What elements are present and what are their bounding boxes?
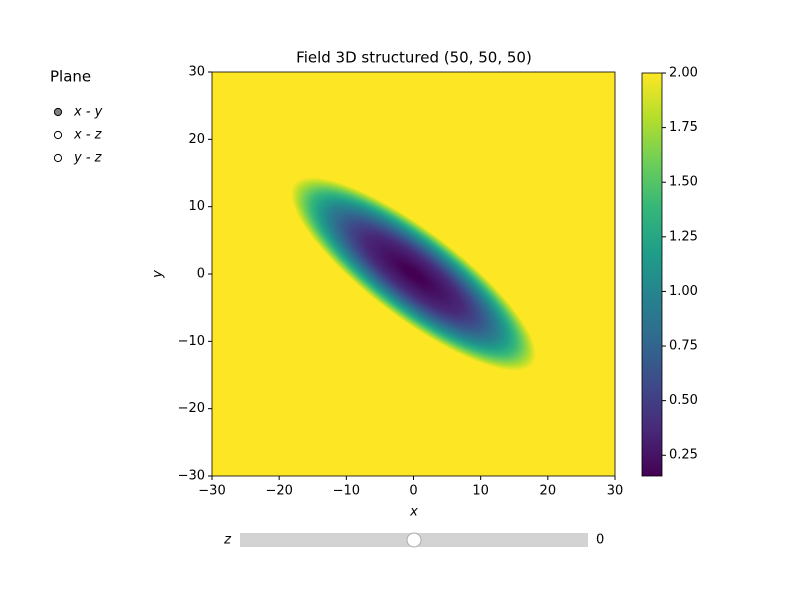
x-tick-label: −30 (198, 484, 225, 499)
plot-area (212, 72, 615, 476)
y-tick-label: 20 (188, 132, 205, 147)
y-tick-label: −30 (178, 469, 205, 484)
radio-label[interactable]: x - y (73, 105, 103, 120)
colorbar-tick-label: 0.50 (669, 393, 698, 408)
colorbar-tick-label: 1.25 (669, 229, 698, 244)
colorbar (641, 72, 663, 477)
x-tick-label: −10 (333, 484, 360, 499)
colorbar-tick-label: 2.00 (669, 66, 698, 81)
radio-button[interactable] (53, 107, 63, 117)
chart-title: Field 3D structured (50, 50, 50) (296, 49, 532, 67)
y-tick-label: 30 (188, 65, 205, 80)
radio-label[interactable]: y - z (73, 151, 103, 166)
colorbar-tick-label: 1.00 (669, 284, 698, 299)
x-tick-label: 0 (409, 484, 417, 499)
colorbar-tick-label: 0.75 (669, 339, 698, 354)
y-tick-label: −10 (178, 334, 205, 349)
y-tick-label: −20 (178, 401, 205, 416)
y-tick-label: 10 (188, 199, 205, 214)
x-tick-label: 30 (607, 484, 624, 499)
x-tick-label: 20 (540, 484, 557, 499)
colorbar-tick-label: 0.25 (669, 448, 698, 463)
y-tick-label: 0 (197, 267, 205, 282)
radio-button[interactable] (53, 153, 63, 163)
radio-label[interactable]: x - z (73, 128, 103, 143)
radio-button[interactable] (53, 130, 63, 140)
x-tick-label: 10 (472, 484, 489, 499)
colorbar-tick-label: 1.50 (669, 175, 698, 190)
x-axis-label: x (409, 505, 418, 520)
y-axis-label: y (151, 270, 166, 279)
slider-label: z (223, 533, 232, 548)
x-tick-label: −20 (265, 484, 292, 499)
radio-title: Plane (50, 68, 91, 86)
colorbar-tick-label: 1.75 (669, 120, 698, 135)
field-image (290, 177, 537, 371)
slider-value: 0 (596, 533, 604, 548)
slider-handle[interactable] (406, 532, 422, 548)
